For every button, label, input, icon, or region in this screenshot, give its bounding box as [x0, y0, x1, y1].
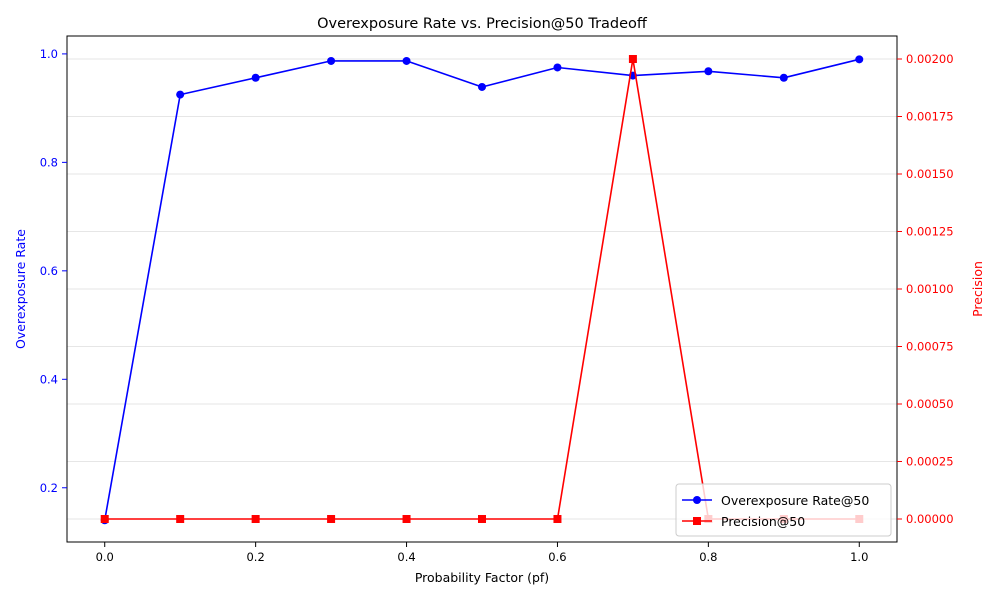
point-overexposure — [478, 82, 486, 91]
legend-marker-overexposure — [693, 496, 701, 504]
y-left-tick-label: 0.2 — [40, 481, 58, 495]
y-left-tick-label: 1.0 — [40, 47, 58, 61]
point-overexposure — [251, 73, 260, 82]
x-tick-label: 0.6 — [548, 550, 566, 564]
point-overexposure — [704, 67, 713, 76]
point-precision — [628, 55, 637, 63]
point-overexposure — [402, 56, 411, 65]
y-axis-right-label: Precision — [970, 261, 985, 317]
y-axis-right: 0.00000 0.00025 0.00050 0.00075 0.00100 0.001… — [897, 52, 954, 526]
y-axis-left-label: Overexposure Rate — [13, 229, 28, 349]
legend-label-precision: Precision@50 — [721, 514, 805, 529]
point-overexposure — [855, 55, 864, 64]
point-precision — [176, 515, 185, 523]
y-right-tick-label: 0.00200 — [906, 52, 954, 66]
x-tick-label: 0.0 — [96, 550, 114, 564]
legend: Overexposure Rate@50 Precision@50 — [675, 483, 892, 537]
legend-box — [675, 483, 892, 537]
point-precision — [478, 515, 486, 523]
y-right-tick-label: 0.00000 — [906, 512, 954, 526]
legend-label-overexposure: Overexposure Rate@50 — [721, 493, 869, 508]
x-tick-label: 0.4 — [397, 550, 415, 564]
y-right-tick-label: 0.00175 — [906, 110, 954, 124]
y-right-tick-label: 0.00050 — [906, 397, 954, 411]
point-overexposure — [176, 90, 185, 99]
x-tick-label: 0.2 — [246, 550, 264, 564]
point-overexposure — [779, 73, 788, 82]
x-axis-label: Probability Factor (pf) — [415, 570, 549, 585]
y-right-tick-label: 0.00125 — [906, 225, 954, 239]
y-right-tick-label: 0.00025 — [906, 455, 954, 469]
chart-title: Overexposure Rate vs. Precision@50 Trade… — [317, 16, 648, 32]
y-left-tick-label: 0.4 — [40, 372, 58, 386]
legend-marker-precision — [693, 517, 701, 525]
point-precision — [553, 515, 562, 523]
point-precision — [327, 515, 336, 523]
point-overexposure — [327, 56, 336, 65]
point-precision — [402, 515, 411, 523]
y-axis-left: 0.2 0.4 0.6 0.8 1.0 — [40, 47, 67, 495]
y-right-tick-label: 0.00075 — [906, 340, 954, 354]
y-right-tick-label: 0.00150 — [906, 167, 954, 181]
y-left-tick-label: 0.6 — [40, 264, 58, 278]
x-tick-label: 1.0 — [850, 550, 868, 564]
point-precision — [100, 515, 109, 523]
x-tick-label: 0.8 — [699, 550, 717, 564]
y-right-tick-label: 0.00100 — [906, 282, 954, 296]
x-axis: 0.0 0.2 0.4 0.6 0.8 1.0 — [96, 542, 868, 564]
point-overexposure — [553, 63, 562, 72]
y-left-tick-label: 0.8 — [40, 155, 58, 169]
point-precision — [251, 515, 260, 523]
